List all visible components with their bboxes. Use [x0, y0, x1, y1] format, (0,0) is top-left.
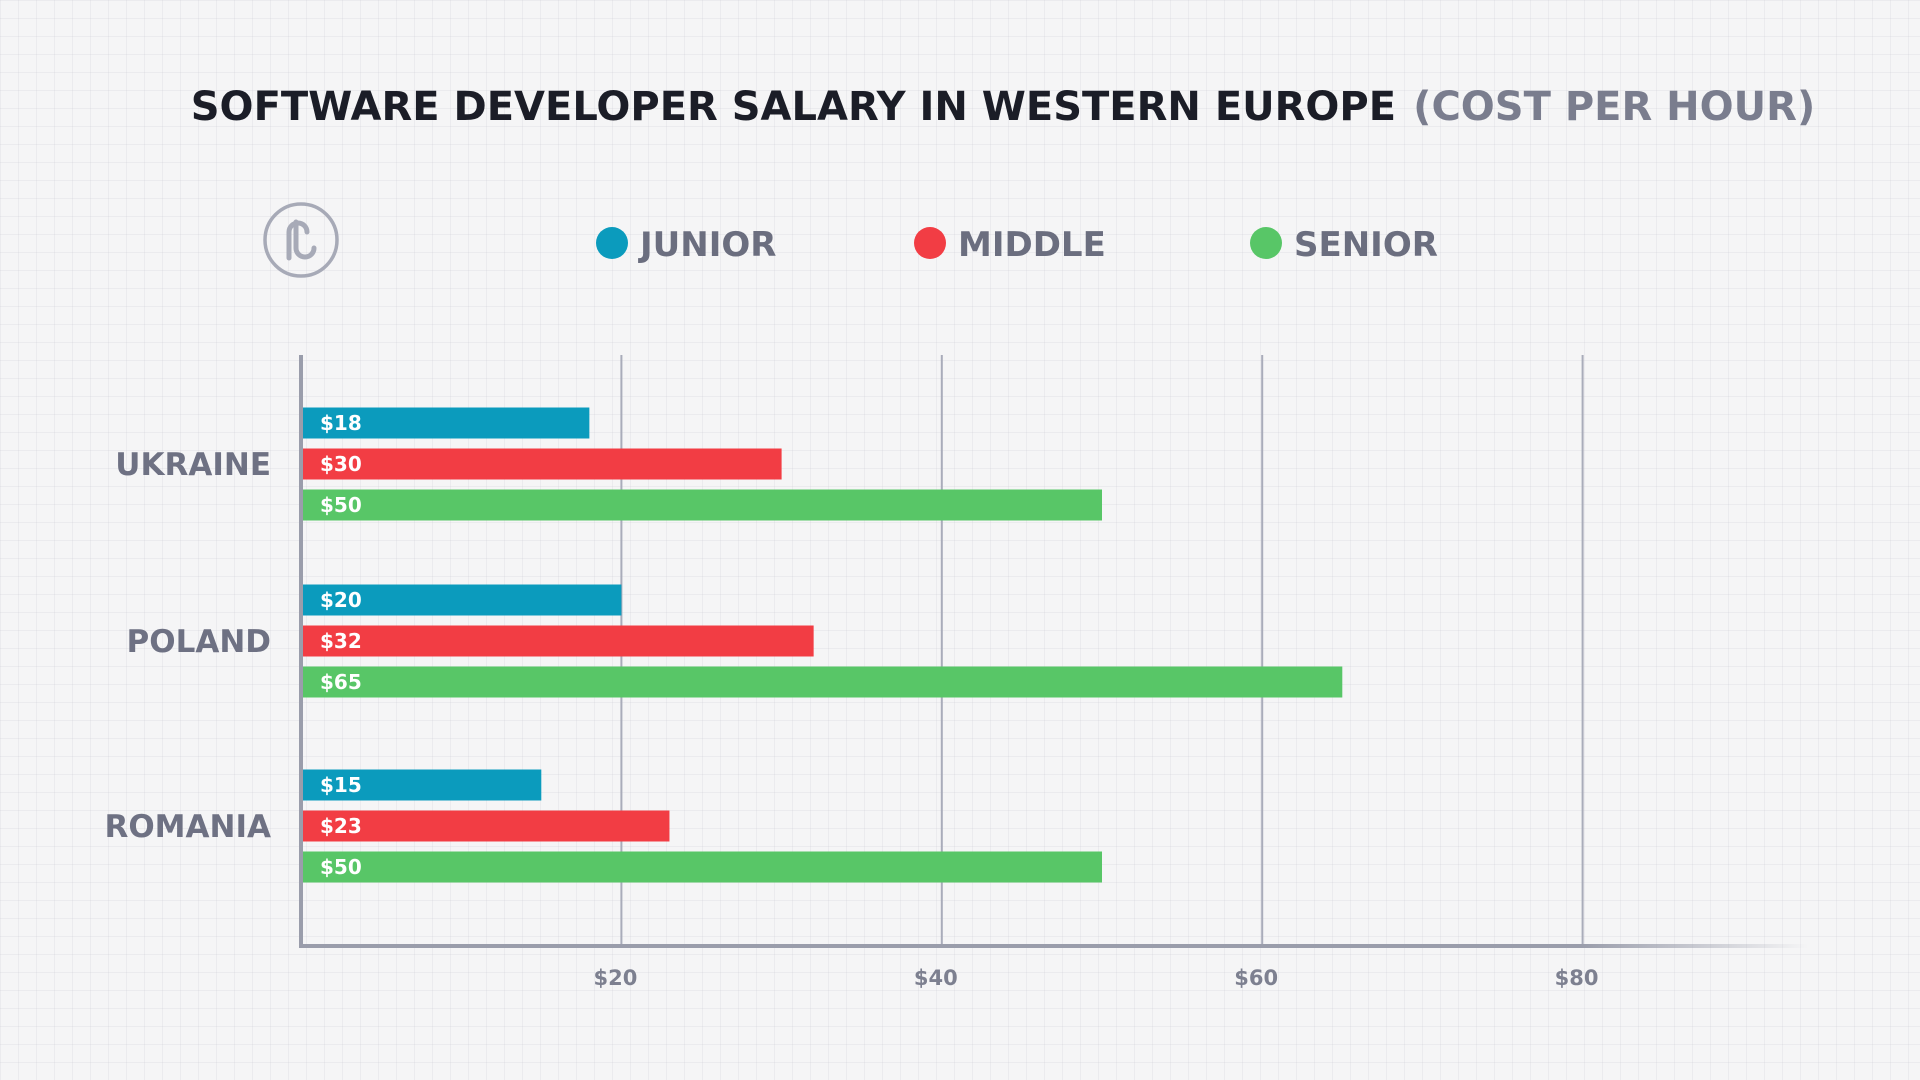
- data-label-ukraine-senior: $50: [320, 493, 362, 517]
- chart-axes: [299, 355, 1808, 948]
- bar-romania-junior: [302, 769, 542, 801]
- legend-marker-senior: [1250, 227, 1282, 259]
- bar-ukraine-middle: [302, 448, 782, 480]
- bar-poland-senior: [302, 666, 1343, 698]
- bar-romania-middle: [302, 810, 670, 842]
- legend-label-middle: MIDDLE: [958, 225, 1106, 265]
- category-label-ukraine: UKRAINE: [115, 447, 271, 483]
- bar-poland-middle: [302, 625, 814, 657]
- data-label-romania-middle: $23: [320, 814, 362, 838]
- data-label-romania-senior: $50: [320, 855, 362, 879]
- x-axis-line: [299, 944, 1808, 948]
- legend-marker-middle: [914, 227, 946, 259]
- category-label-romania: ROMANIA: [104, 809, 271, 845]
- category-label-poland: POLAND: [127, 624, 272, 660]
- data-label-poland-senior: $65: [320, 670, 362, 694]
- chart-legend: JUNIOR MIDDLE SENIOR: [596, 225, 1438, 265]
- x-tick-label-80: $80: [1555, 966, 1599, 990]
- x-tick-label-40: $40: [914, 966, 958, 990]
- data-label-romania-junior: $15: [320, 773, 362, 797]
- chart-title-main: SOFTWARE DEVELOPER SALARY IN WESTERN EUR…: [191, 84, 1396, 130]
- legend-marker-junior: [596, 227, 628, 259]
- data-label-poland-middle: $32: [320, 629, 362, 653]
- data-label-ukraine-middle: $30: [320, 452, 362, 476]
- chart-title-subtitle: (COST PER HOUR): [1413, 84, 1815, 130]
- x-tick-label-60: $60: [1234, 966, 1278, 990]
- chart-category-labels: UKRAINE POLAND ROMANIA: [104, 447, 271, 845]
- bar-poland-junior: [302, 584, 622, 616]
- chart-x-tick-labels: $20 $40 $60 $80: [593, 966, 1598, 990]
- bar-ukraine-junior: [302, 407, 590, 439]
- chart-title: SOFTWARE DEVELOPER SALARY IN WESTERN EUR…: [191, 84, 1815, 130]
- bar-ukraine-senior: [302, 489, 1102, 521]
- brand-logo-icon: [263, 202, 339, 278]
- bar-romania-senior: [302, 851, 1102, 883]
- chart-bars: $18 $30 $50 $20 $32 $65 $15 $23 $50: [302, 407, 1343, 883]
- legend-label-junior: JUNIOR: [638, 225, 776, 265]
- data-label-poland-junior: $20: [320, 588, 362, 612]
- x-tick-label-20: $20: [593, 966, 637, 990]
- legend-label-senior: SENIOR: [1294, 225, 1438, 265]
- data-label-ukraine-junior: $18: [320, 411, 362, 435]
